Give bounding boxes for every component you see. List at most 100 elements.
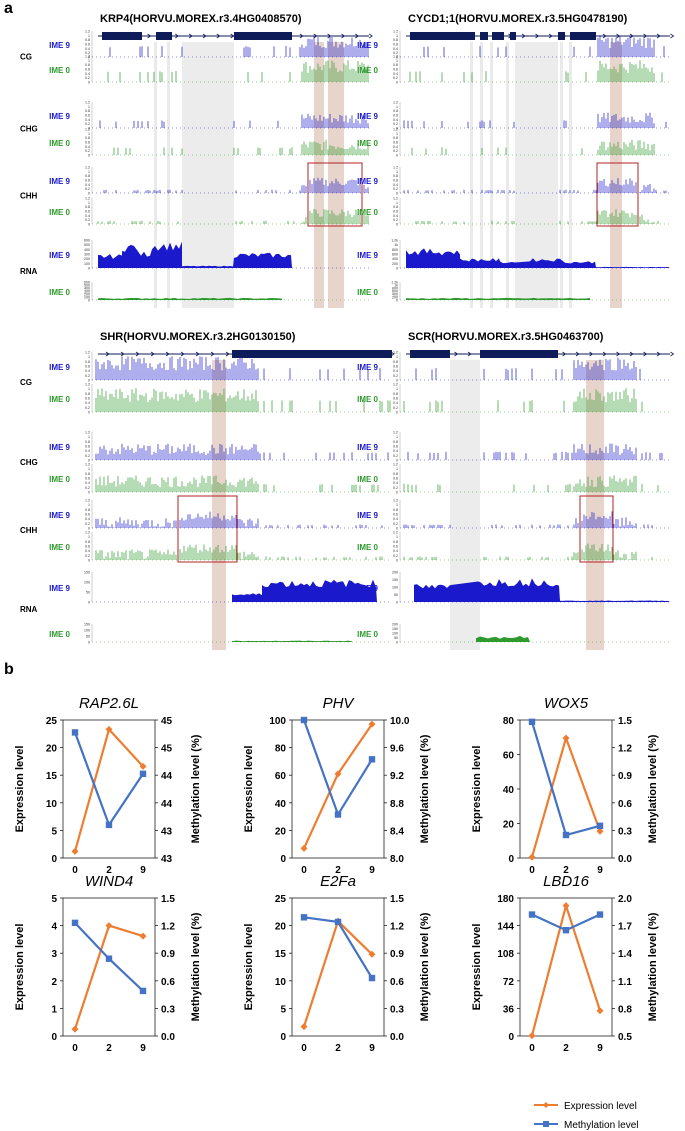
track-tick-label: 0.6 [85, 114, 90, 118]
track-tick-label: 0 [88, 299, 90, 303]
methylation-track-bars [403, 543, 653, 560]
track-tick-label: 50 [394, 636, 398, 640]
y2-tick-label: 0.5 [618, 1032, 632, 1043]
track-tick-label: 0 [88, 56, 90, 60]
rna-coverage-ime9 [232, 579, 377, 602]
methylation-point [300, 914, 308, 921]
y2-tick-label: 1.2 [161, 922, 175, 933]
strand-arrow [629, 351, 634, 357]
y2-tick-label: 1.4 [618, 949, 632, 960]
y-axis-title: Expression level [471, 746, 483, 833]
y-tick-label: 25 [275, 894, 287, 905]
track-tick-label: 0.2 [393, 454, 398, 458]
line-chart-PHV: PHV 0 20 40 60 80 100 8.0 8.4 8.8 9.2 9.6 10.0 0 2 9 Exp… [243, 695, 431, 876]
methylation-point [562, 831, 570, 839]
rna-coverage-ime9 [406, 248, 670, 268]
track-tick-label: 500 [84, 243, 90, 247]
track-tick-label: 0 [88, 411, 90, 415]
strand-arrow [643, 351, 648, 357]
y-tick-label: 10 [275, 977, 287, 988]
context-label: CHH [20, 526, 38, 535]
track-tick-label: 0.6 [85, 179, 90, 183]
methylation-track-bars [423, 35, 665, 57]
track-tick-label: 0.8 [393, 63, 398, 67]
track-tick-label: 0.2 [393, 554, 398, 558]
track-tick-label: 1 [396, 387, 398, 391]
gap-line [470, 42, 473, 308]
track-tick-label: 0.6 [393, 179, 398, 183]
line-chart-WOX5: WOX5 0 20 40 60 80 0.0 0.3 0.6 0.9 1.2 1.5 0 2 9 Expres… [471, 695, 659, 876]
y2-tick-label: 0.6 [390, 977, 404, 988]
y-tick-label: 0 [51, 854, 57, 865]
track-tick-label: 0.4 [85, 401, 90, 405]
track-tick-label: 150 [84, 623, 90, 627]
expression-point [596, 1007, 604, 1015]
track-tick-label: 0.4 [85, 183, 90, 187]
y-tick-label: 80 [275, 744, 287, 755]
y2-tick-label: 45 [161, 744, 173, 755]
strand-arrow [165, 351, 170, 357]
y2-tick-label: 0.0 [618, 854, 632, 865]
gene-exon [510, 32, 516, 40]
track-tick-label: 0 [88, 81, 90, 85]
track-tick-label: 0 [396, 559, 398, 563]
rna-coverage-ime9 [98, 241, 292, 268]
track-sample-label: IME 0 [49, 630, 70, 639]
track-tick-label: 1.2 [85, 30, 90, 34]
track-tick-label: 0.8 [85, 63, 90, 67]
track-tick-label: 0.8 [85, 508, 90, 512]
strand-arrow [120, 351, 125, 357]
track-sample-label: IME 0 [357, 395, 378, 404]
line-chart-RAP2.6L: RAP2.6L 0 5 10 15 20 25 43 43 44 44 45 45 0 2 9 Expressi… [14, 695, 202, 876]
strand-arrow [656, 33, 661, 39]
gene-exon [480, 350, 558, 358]
track-tick-label: 0 [396, 491, 398, 495]
chh-highlight-box [579, 495, 614, 563]
methylation-track-bars [95, 443, 389, 460]
y2-tick-label: 1.2 [618, 744, 632, 755]
y2-tick-label: 9.6 [390, 744, 404, 755]
track-tick-label: 0.6 [393, 43, 398, 47]
track-tick-label: 0.2 [393, 76, 398, 80]
track-tick-label: 1.2 [85, 101, 90, 105]
track-sample-label: IME 0 [49, 66, 70, 75]
track-tick-label: 0.8 [85, 472, 90, 476]
track-tick-label: 1k [394, 284, 398, 288]
track-tick-label: 0 [88, 127, 90, 131]
plot-frame [62, 719, 156, 859]
legend-expression-label: Expression level [564, 1101, 637, 1112]
track-sample-label: IME 9 [49, 177, 70, 186]
track-tick-label: 1.2 [393, 431, 398, 435]
track-tick-label: 0 [88, 154, 90, 158]
y-tick-label: 0 [508, 854, 514, 865]
x-tick-label: 2 [335, 865, 341, 876]
chart-title: LBD16 [543, 873, 590, 890]
chart-title: WOX5 [544, 695, 589, 712]
expression-line [530, 901, 602, 1036]
track-sample-label: IME 0 [49, 288, 70, 297]
track-tick-label: 0.6 [85, 210, 90, 214]
track-tick-label: 0 [88, 223, 90, 227]
track-tick-label: 1.2 [393, 128, 398, 132]
track-tick-label: 0.4 [85, 369, 90, 373]
track-tick-label: 1 [396, 435, 398, 439]
track-tick-label: 0 [88, 641, 90, 645]
y-tick-label: 10 [46, 799, 58, 810]
strand-arrow [341, 33, 346, 39]
y2-tick-label: 8.0 [390, 854, 404, 865]
track-sample-label: IME 9 [357, 112, 378, 121]
track-tick-label: 0.2 [85, 374, 90, 378]
chart-title: PHV [323, 695, 356, 712]
expression-line [302, 723, 373, 849]
track-tick-label: 1.2 [393, 463, 398, 467]
track-tick-label: 0.4 [393, 214, 398, 218]
y2-tick-label: 43 [161, 826, 173, 837]
track-tick-label: 0.2 [393, 486, 398, 490]
methylation-point [139, 987, 147, 995]
y-tick-label: 15 [275, 949, 287, 960]
track-tick-label: 0.6 [85, 365, 90, 369]
track-tick-label: 1.2k [391, 281, 398, 285]
track-tick-label: 0.2 [393, 122, 398, 126]
track-tick-label: 0 [88, 527, 90, 531]
track-tick-label: 0.6 [85, 445, 90, 449]
